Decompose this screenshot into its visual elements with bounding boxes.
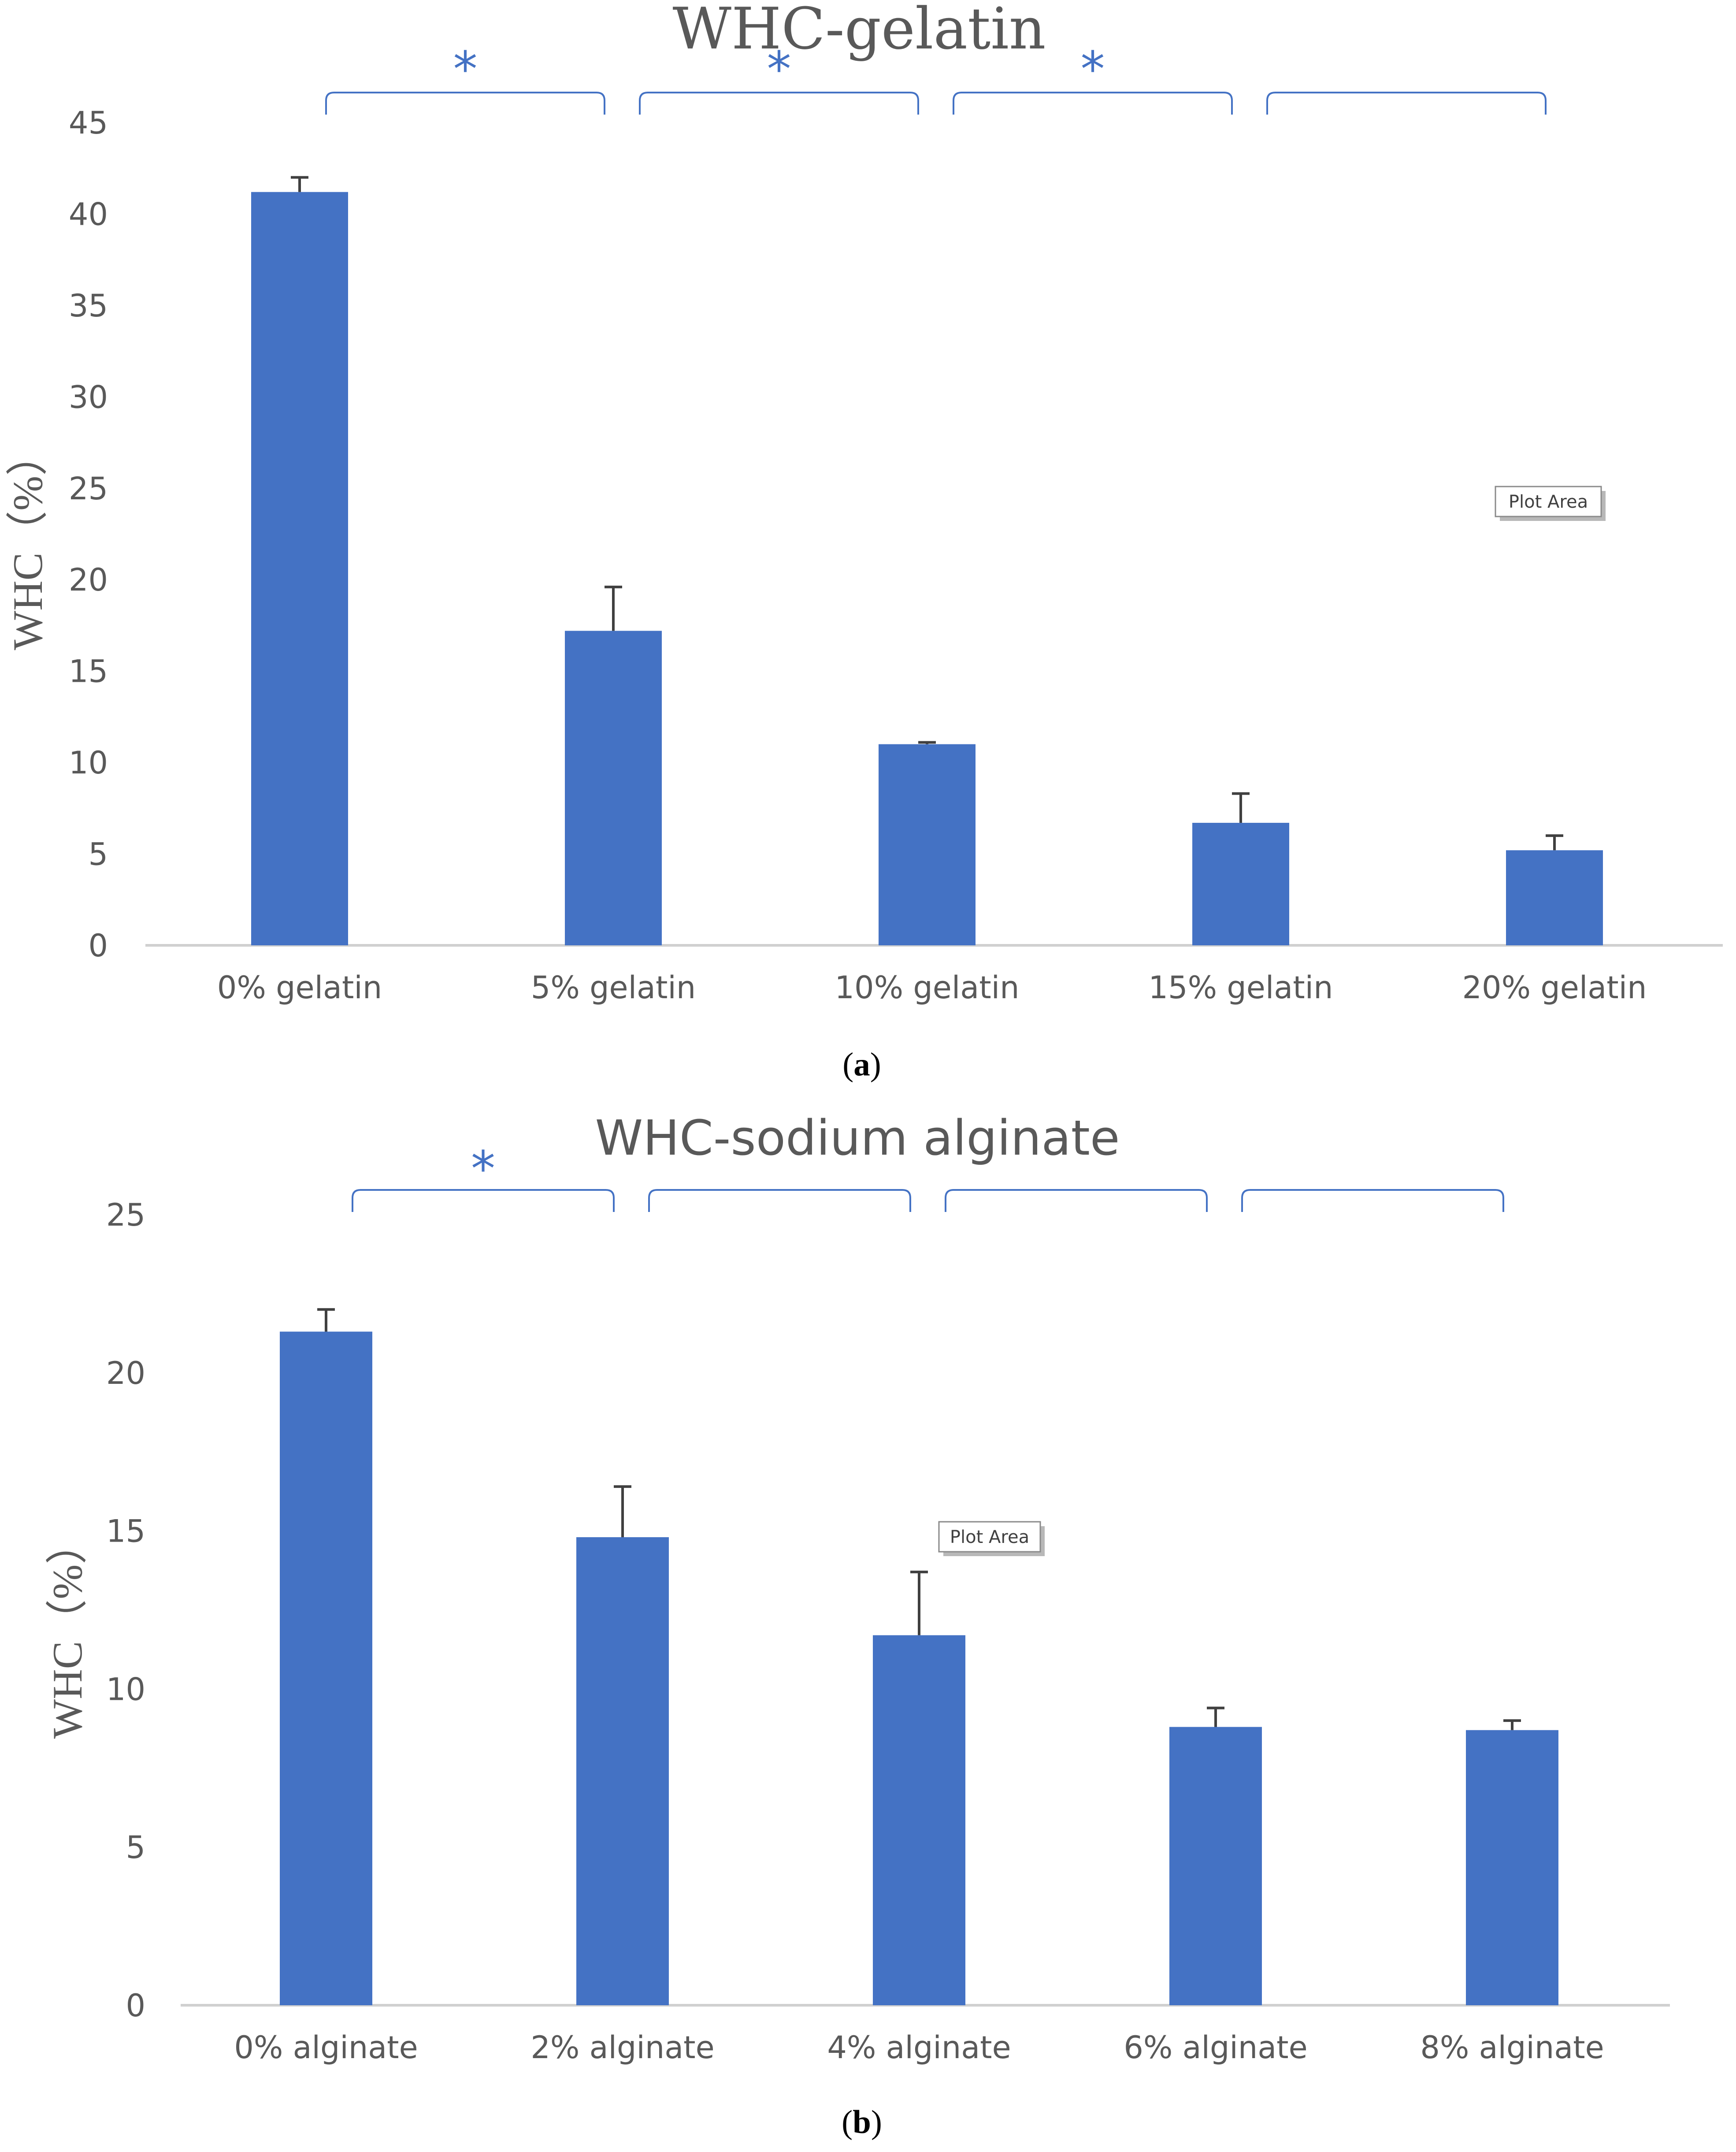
- chart-b-error-bar-4: [1503, 1719, 1521, 1730]
- chart-a-error-bar-4: [1546, 834, 1563, 851]
- chart-b-bracket-0: [352, 1189, 615, 1212]
- chart-b-x-ticks: 0% alginate 2% alginate 4% alginate 6% algi…: [234, 2029, 1604, 2066]
- chart-a-bracket-2: [953, 92, 1233, 115]
- chart-b-ytick-15: 15: [106, 1513, 145, 1550]
- chart-a-ytick-30: 30: [69, 379, 108, 415]
- chart-b-error-bar-3: [1207, 1706, 1224, 1727]
- chart-a-significance-star-1: *: [767, 41, 791, 97]
- chart-a-ytick-45: 45: [69, 105, 108, 141]
- chart-a-bracket-3: [1266, 92, 1547, 115]
- chart-b-xtick-0: 0% alginate: [234, 2029, 418, 2066]
- chart-a-tooltip-text: Plot Area: [1509, 492, 1588, 512]
- chart-a-error-bar-2: [918, 741, 936, 744]
- chart-b-ytick-5: 5: [126, 1829, 145, 1866]
- chart-a-bar-0: [251, 192, 348, 946]
- chart-b-title: WHC-sodium alginate: [595, 1110, 1120, 1166]
- chart-b-bar-4: [1466, 1730, 1558, 2005]
- chart-b-y-axis: 0 5 10 15 20 25: [106, 1197, 145, 2024]
- chart-b-xtick-3: 6% alginate: [1124, 2029, 1307, 2066]
- chart-a-significance-star-2: *: [1081, 41, 1105, 97]
- chart-a-bar-3: [1192, 823, 1289, 945]
- chart-a-xtick-2: 10% gelatin: [835, 970, 1020, 1006]
- chart-a-bar-2: [879, 744, 976, 945]
- chart-b-significance-brackets: *: [352, 1141, 1504, 1212]
- chart-a-ytick-40: 40: [69, 196, 108, 232]
- chart-b-bracket-3: [1241, 1189, 1504, 1212]
- chart-a-ytick-5: 5: [88, 836, 108, 873]
- chart-b-error-bar-0: [317, 1308, 335, 1332]
- chart-a-caption: (a): [842, 1046, 881, 1083]
- chart-b-plot-area-tooltip: Plot Area: [938, 1521, 1045, 1556]
- chart-a-error-bar-3: [1232, 792, 1250, 823]
- chart-b: WHC-sodium alginate * 0 5 10 15 20 25 0% algi…: [44, 1110, 1670, 2141]
- chart-a-xtick-3: 15% gelatin: [1149, 970, 1333, 1006]
- chart-b-xtick-1: 2% alginate: [530, 2029, 714, 2066]
- chart-a-xtick-0: 0% gelatin: [217, 970, 382, 1006]
- chart-b-bracket-1: [648, 1189, 911, 1212]
- chart-a-bracket-0: [325, 92, 605, 115]
- chart-a-ytick-10: 10: [69, 745, 108, 781]
- chart-b-error-bar-1: [614, 1485, 631, 1537]
- chart-a-bars: [251, 192, 1603, 946]
- chart-b-error-bar-2: [910, 1570, 928, 1635]
- chart-a-bar-4: [1506, 850, 1603, 945]
- chart-b-ytick-25: 25: [106, 1197, 145, 1233]
- chart-a-error-bar-1: [605, 585, 622, 631]
- chart-a-error-bar-0: [291, 176, 308, 192]
- chart-b-significance-star-0: *: [471, 1141, 495, 1197]
- chart-a-x-ticks: 0% gelatin 5% gelatin 10% gelatin 15% gelat…: [217, 970, 1647, 1006]
- chart-b-xtick-4: 8% alginate: [1420, 2029, 1604, 2066]
- chart-b-bracket-2: [945, 1189, 1208, 1212]
- chart-a-title: WHC-gelatin: [672, 0, 1046, 62]
- chart-b-caption: (b): [842, 2104, 882, 2141]
- chart-a-significance-brackets: * * *: [325, 41, 1547, 115]
- chart-a-ytick-0: 0: [88, 928, 108, 964]
- chart-b-tooltip-text: Plot Area: [950, 1527, 1029, 1547]
- chart-a-ytick-35: 35: [69, 288, 108, 324]
- chart-b-bar-3: [1169, 1727, 1262, 2005]
- chart-a-ylabel: WHC（%）: [4, 434, 51, 650]
- chart-b-bar-2: [873, 1635, 965, 2005]
- chart-a-significance-star-0: *: [453, 41, 478, 97]
- chart-a-error-bars: [291, 176, 1563, 851]
- chart-b-bar-0: [280, 1331, 372, 2005]
- chart-b-ytick-20: 20: [106, 1355, 145, 1391]
- chart-b-error-bars: [317, 1308, 1521, 1730]
- chart-a-ytick-15: 15: [69, 654, 108, 690]
- chart-a-ytick-20: 20: [69, 562, 108, 598]
- chart-b-ytick-0: 0: [126, 1988, 145, 2024]
- chart-a-xtick-1: 5% gelatin: [531, 970, 696, 1006]
- chart-b-bars: [280, 1331, 1558, 2005]
- chart-a-xtick-4: 20% gelatin: [1462, 970, 1647, 1006]
- chart-b-xtick-2: 4% alginate: [827, 2029, 1011, 2066]
- chart-b-ylabel: WHC（%）: [44, 1523, 91, 1739]
- chart-b-ytick-10: 10: [106, 1671, 145, 1707]
- chart-a-ytick-25: 25: [69, 471, 108, 507]
- chart-a-y-axis: 0 5 10 15 20 25 30 35 40 45: [69, 105, 108, 964]
- chart-b-bar-1: [576, 1537, 669, 2005]
- chart-a: WHC-gelatin * * * 0 5 10 15 20 25 30 35 40 45 0% ge…: [4, 0, 1723, 1083]
- chart-a-plot-area-tooltip: Plot Area: [1495, 486, 1606, 521]
- chart-a-bracket-1: [639, 92, 919, 115]
- chart-a-bar-1: [565, 631, 662, 945]
